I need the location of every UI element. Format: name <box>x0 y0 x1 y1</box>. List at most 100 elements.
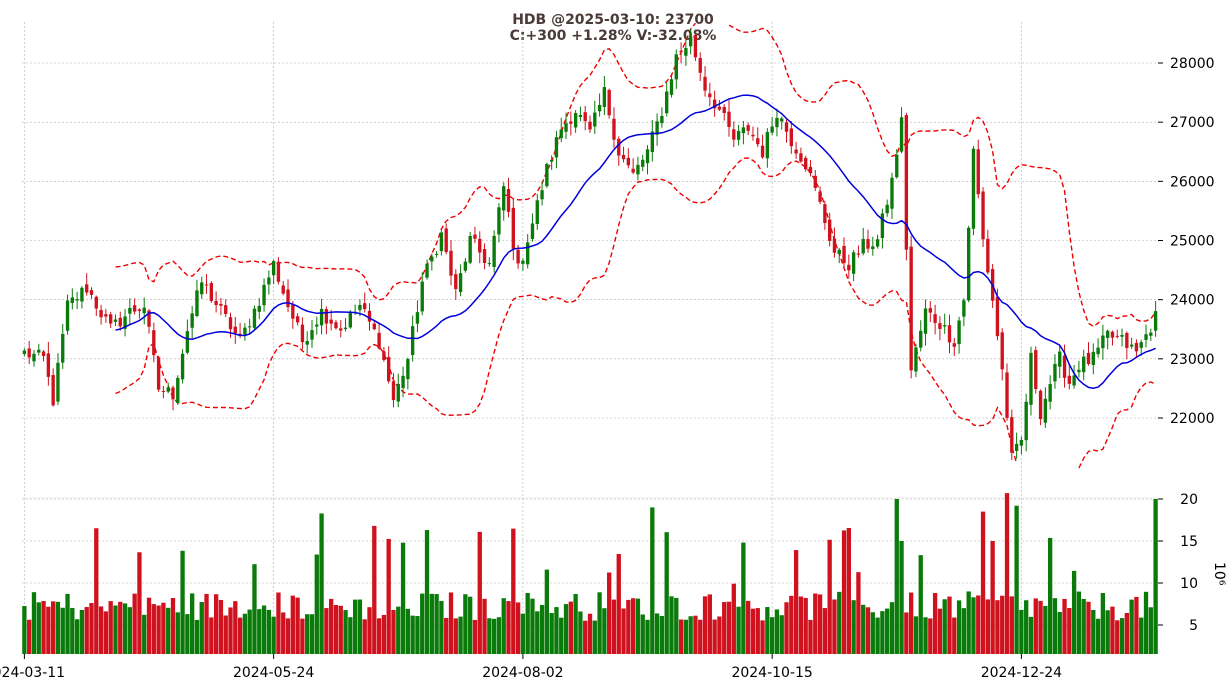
candle <box>1072 364 1076 389</box>
candle <box>976 139 980 199</box>
volume-bar <box>79 609 85 654</box>
candle-body <box>851 252 856 274</box>
candle <box>890 172 894 219</box>
candle <box>837 247 841 264</box>
volume-bar <box>693 615 698 654</box>
volume-bar <box>554 607 559 654</box>
candle-body <box>415 312 420 324</box>
candle <box>482 243 487 270</box>
chart-title-line1: HDB @2025-03-10: 23700 <box>512 12 714 28</box>
candle-body <box>780 118 784 122</box>
volume-bar <box>827 539 832 654</box>
volume-bar <box>94 528 99 654</box>
candle <box>612 107 616 148</box>
candle <box>468 231 472 265</box>
candle-body <box>698 58 702 73</box>
volume-bar <box>678 619 684 654</box>
price-tick-label: 25000 <box>1170 234 1215 250</box>
candle-body <box>300 324 305 343</box>
volume-bar <box>468 596 473 654</box>
candle <box>1153 300 1158 337</box>
candle-body <box>37 349 41 353</box>
candle-body <box>487 263 492 265</box>
volume-bar <box>698 619 703 654</box>
volume-bar <box>1091 609 1096 654</box>
candle <box>276 257 281 285</box>
volume-bar <box>319 513 324 654</box>
volume-bar <box>923 617 928 654</box>
candle <box>535 193 539 230</box>
volume-bar <box>213 594 219 654</box>
candle-body <box>420 281 424 312</box>
candle-body <box>751 134 755 137</box>
candle-body <box>617 138 621 156</box>
volume-bar <box>41 600 46 654</box>
candle-body <box>185 331 190 353</box>
candle-body <box>660 116 664 124</box>
candle <box>966 225 971 303</box>
candle <box>271 259 276 285</box>
volume-bar <box>1071 570 1077 654</box>
candle <box>295 313 300 326</box>
candle <box>952 338 956 356</box>
volume-bar <box>444 617 449 654</box>
volume-bar <box>511 528 516 654</box>
candle-body <box>315 324 319 327</box>
price-tick-label: 24000 <box>1170 293 1215 309</box>
candle <box>799 147 803 163</box>
volume-bar <box>1004 493 1010 654</box>
candle-body <box>895 154 899 178</box>
candle-body <box>439 232 444 252</box>
candle-body <box>1053 363 1057 382</box>
candle-body <box>679 50 683 53</box>
volume-bar <box>707 594 712 654</box>
candle-body <box>262 284 266 306</box>
volume-bar <box>952 617 957 654</box>
candle-body <box>214 300 218 306</box>
volume-bar <box>242 613 248 654</box>
volume-bar <box>204 593 209 654</box>
candle-body <box>866 239 870 249</box>
candle-body <box>612 118 616 140</box>
volume-bar <box>1033 598 1038 654</box>
candle <box>573 110 578 133</box>
volume-bar <box>894 499 899 654</box>
volume-bar <box>46 606 51 654</box>
candle-body <box>190 313 194 328</box>
volume-bar <box>1110 606 1115 654</box>
volume-bar <box>491 618 497 654</box>
candle-body <box>813 175 817 188</box>
candle-body <box>137 309 142 311</box>
candle <box>971 146 976 236</box>
candle <box>780 116 784 130</box>
volume-bar <box>367 607 372 654</box>
candle <box>669 75 674 98</box>
volume-bar <box>549 613 554 654</box>
candle-body <box>377 332 381 349</box>
candle-body <box>540 190 544 200</box>
volume-bar <box>779 615 784 654</box>
candle-body <box>856 253 861 255</box>
candle-body <box>463 261 468 271</box>
volume-bar <box>1019 609 1024 654</box>
candle <box>578 106 583 122</box>
candle-body <box>909 246 913 371</box>
volume-bar <box>434 594 439 654</box>
candle <box>1101 324 1105 360</box>
volume-bar <box>765 607 770 654</box>
candle <box>588 115 592 133</box>
candle-body <box>669 79 674 95</box>
volume-bar <box>74 619 80 654</box>
chart-title-line2: C:+300 +1.28% V:-32.08% <box>509 28 717 44</box>
candle <box>300 317 305 350</box>
price-tick-label: 22000 <box>1170 411 1215 427</box>
candle <box>760 134 765 159</box>
volume-bar <box>611 599 617 654</box>
volume-bar <box>750 608 756 654</box>
volume-tick-label: 10 <box>1180 576 1198 592</box>
volume-bar <box>1148 607 1153 654</box>
candle <box>1110 330 1115 346</box>
candle-body <box>391 381 396 401</box>
candle <box>415 300 420 333</box>
candle-body <box>549 159 554 162</box>
